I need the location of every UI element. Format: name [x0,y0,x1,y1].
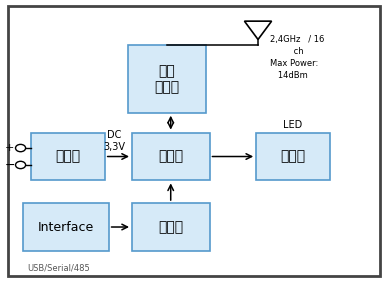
Text: 전원부: 전원부 [55,149,80,164]
Bar [132,133,210,180]
Text: −: − [4,158,15,171]
Text: 표시부: 표시부 [281,149,305,164]
Text: 제어부: 제어부 [158,149,183,164]
Text: LED: LED [283,120,303,131]
Text: 무선
통신부: 무선 통신부 [154,64,179,94]
Text: USB/Serial/485: USB/Serial/485 [27,263,90,272]
Text: Interface: Interface [38,221,94,233]
Text: 입력부: 입력부 [158,220,183,234]
Text: +: + [5,143,14,153]
Bar [31,133,105,180]
Text: DC
3,3V: DC 3,3V [104,130,125,152]
Bar [256,133,330,180]
Bar [128,45,206,113]
Bar [23,203,109,251]
Bar [132,203,210,251]
Text: 2,4GHz   / 16
         ch
Max Power:
   14dBm: 2,4GHz / 16 ch Max Power: 14dBm [270,35,324,80]
